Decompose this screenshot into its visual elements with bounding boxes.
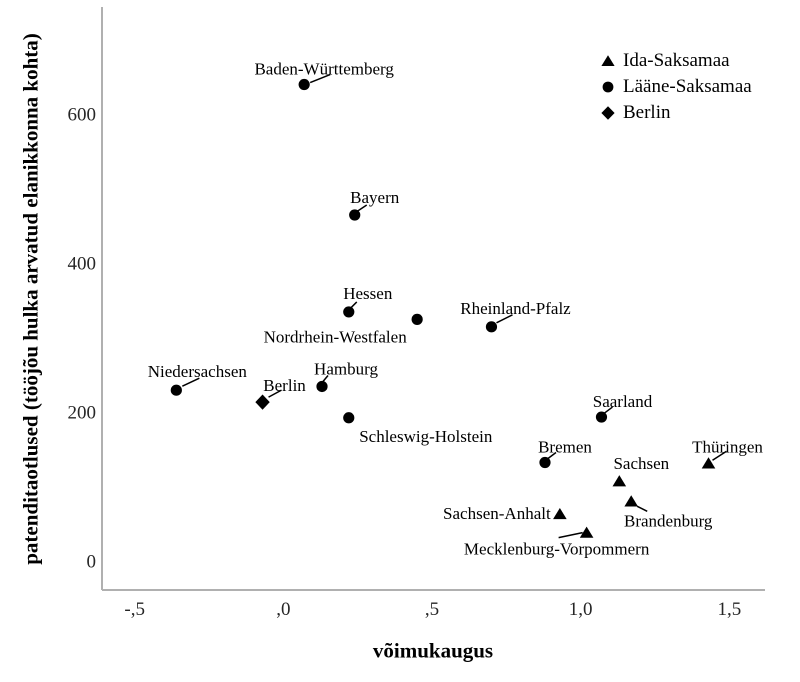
circle-marker-icon	[411, 313, 423, 325]
label-leader-line	[547, 451, 557, 460]
label-leader-line	[558, 531, 583, 539]
point-label: Nordrhein-Westfalen	[264, 327, 408, 346]
label-leader-line	[357, 204, 368, 212]
data-point: Rheinland-Pfalz	[460, 299, 571, 333]
point-label: Baden-Württemberg	[254, 60, 394, 79]
point-label: Thüringen	[692, 437, 763, 456]
data-point: Sachsen	[612, 454, 670, 487]
data-point: Berlin	[255, 376, 306, 410]
label-leader-line	[268, 389, 282, 398]
legend-label: Lääne-Saksamaa	[623, 76, 752, 97]
point-label: Hamburg	[314, 359, 378, 378]
triangle-marker-icon	[553, 507, 567, 520]
data-point: Bayern	[349, 188, 400, 221]
diamond-marker-icon	[255, 394, 270, 410]
label-leader-line	[350, 301, 358, 309]
circle-marker-icon	[602, 81, 614, 93]
point-label: Brandenburg	[624, 511, 713, 530]
legend-label: Ida-Saksamaa	[623, 50, 730, 71]
circle-marker-icon	[170, 384, 182, 396]
data-point: Baden-Württemberg	[254, 60, 394, 91]
point-label: Saarland	[593, 392, 653, 411]
legend-label: Berlin	[623, 102, 671, 123]
label-leader-line	[604, 406, 613, 414]
triangle-marker-icon	[601, 55, 615, 66]
diamond-marker-icon	[601, 106, 615, 120]
circle-marker-icon	[485, 321, 498, 333]
triangle-marker-icon	[579, 526, 594, 538]
point-label: Hessen	[343, 284, 393, 303]
label-leader-line	[636, 505, 648, 512]
y-axis-tick-label: 600	[68, 104, 97, 125]
point-label: Mecklenburg-Vorpommern	[464, 540, 650, 559]
legend-item-berlin: Berlin	[600, 100, 752, 126]
x-axis-tick-label: 1,0	[569, 599, 593, 620]
data-point: Brandenburg	[624, 495, 713, 530]
label-leader-line	[309, 73, 331, 84]
point-label: Niedersachsen	[148, 362, 248, 381]
point-label: Sachsen-Anhalt	[443, 504, 551, 523]
circle-marker-icon	[343, 306, 355, 318]
triangle-marker-icon	[612, 475, 627, 487]
circle-marker-icon	[316, 380, 328, 393]
y-axis-tick-label: 200	[68, 403, 97, 424]
x-axis-tick-label: 1,5	[717, 599, 741, 620]
data-point: Bremen	[538, 438, 592, 469]
data-point: Sachsen-Anhalt	[443, 504, 567, 523]
data-point: Mecklenburg-Vorpommern	[464, 526, 650, 559]
data-point: Schleswig-Holstein	[343, 412, 493, 446]
x-axis-tick-label: ,0	[276, 599, 290, 620]
x-axis-tick-label: -,5	[124, 599, 145, 620]
y-axis-title: patenditaotlused (tööjõu hulka arvatud e…	[18, 33, 43, 565]
circle-marker-icon	[298, 78, 310, 91]
point-label: Sachsen	[613, 454, 669, 473]
point-label: Schleswig-Holstein	[359, 427, 493, 446]
data-point: Nordrhein-Westfalen	[264, 313, 423, 346]
point-label: Bayern	[350, 188, 400, 207]
data-point: Thüringen	[692, 437, 763, 469]
triangle-marker-icon	[624, 495, 639, 507]
data-point: Niedersachsen	[148, 362, 248, 396]
label-leader-line	[322, 374, 329, 382]
circle-marker-icon	[595, 411, 608, 423]
legend-item-laane-saksamaa: Lääne-Saksamaa	[600, 74, 752, 100]
data-point: Hessen	[343, 284, 393, 318]
x-axis-title: võimukaugus	[372, 638, 494, 663]
label-leader-line	[182, 377, 200, 387]
circle-marker-icon	[349, 209, 361, 221]
data-point: Saarland	[593, 392, 653, 423]
y-axis-tick-label: 400	[68, 253, 97, 274]
point-label: Rheinland-Pfalz	[460, 299, 571, 318]
legend-item-ida-saksamaa: Ida-Saksamaa	[600, 48, 752, 74]
x-axis-tick-label: ,5	[425, 599, 439, 620]
circle-marker-icon	[343, 412, 355, 424]
point-label: Berlin	[263, 376, 306, 395]
circle-marker-icon	[539, 456, 551, 469]
y-axis-tick-label: 0	[87, 552, 97, 573]
label-leader-line	[496, 314, 513, 324]
legend: Ida-Saksamaa Lääne-Saksamaa Berlin	[600, 48, 752, 126]
point-label: Bremen	[538, 438, 592, 457]
triangle-marker-icon	[701, 457, 716, 469]
data-point: Hamburg	[314, 359, 378, 393]
label-leader-line	[712, 450, 727, 461]
